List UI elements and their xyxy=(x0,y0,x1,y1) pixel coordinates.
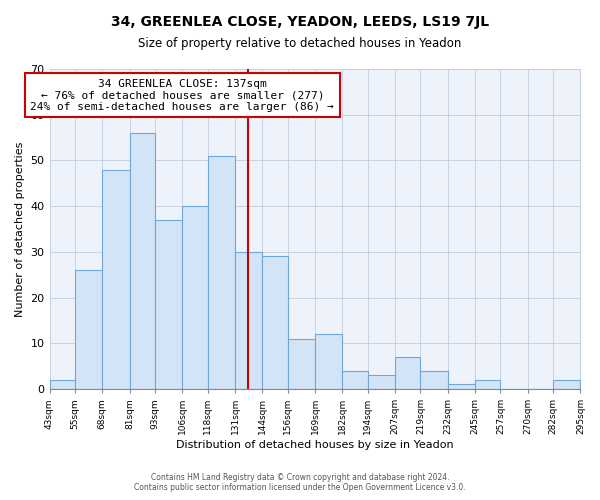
Bar xyxy=(421,371,448,389)
Bar xyxy=(553,380,580,389)
Bar xyxy=(448,384,475,389)
Y-axis label: Number of detached properties: Number of detached properties xyxy=(15,142,25,316)
Bar xyxy=(287,338,315,389)
Text: Contains HM Land Registry data © Crown copyright and database right 2024.
Contai: Contains HM Land Registry data © Crown c… xyxy=(134,473,466,492)
Bar xyxy=(262,256,287,389)
Bar xyxy=(75,270,102,389)
X-axis label: Distribution of detached houses by size in Yeadon: Distribution of detached houses by size … xyxy=(176,440,454,450)
Bar xyxy=(102,170,130,389)
Bar xyxy=(50,380,75,389)
Bar xyxy=(315,334,343,389)
Bar xyxy=(130,133,155,389)
Bar xyxy=(368,376,395,389)
Text: 34, GREENLEA CLOSE, YEADON, LEEDS, LS19 7JL: 34, GREENLEA CLOSE, YEADON, LEEDS, LS19 … xyxy=(111,15,489,29)
Bar xyxy=(235,252,262,389)
Bar xyxy=(475,380,500,389)
Text: Size of property relative to detached houses in Yeadon: Size of property relative to detached ho… xyxy=(139,38,461,51)
Bar xyxy=(182,206,208,389)
Bar xyxy=(155,220,182,389)
Text: 34 GREENLEA CLOSE: 137sqm
← 76% of detached houses are smaller (277)
24% of semi: 34 GREENLEA CLOSE: 137sqm ← 76% of detac… xyxy=(31,78,334,112)
Bar xyxy=(343,371,368,389)
Bar xyxy=(395,357,421,389)
Bar xyxy=(208,156,235,389)
